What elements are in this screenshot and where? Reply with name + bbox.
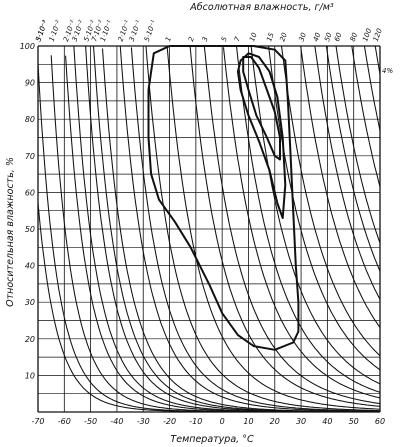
humidity-curve (268, 46, 380, 371)
humidity-curve (250, 46, 380, 385)
y-axis-label: Относительная влажность, % (5, 157, 16, 307)
x-tick-label: 40 (322, 417, 332, 426)
humidity-curve (236, 46, 380, 393)
y-tick-label: 30 (25, 298, 35, 307)
x-tick-label: -50 (84, 417, 97, 426)
outer-contour (147, 45, 300, 351)
humidity-curve (314, 46, 380, 300)
humidity-curve-label: 50 (323, 31, 334, 43)
x-tick-label: 0 (220, 417, 225, 426)
y-tick-label: 90 (25, 79, 35, 88)
humidity-curve (101, 48, 380, 412)
humidity-curve (130, 47, 380, 412)
x-tick-label: -70 (31, 417, 44, 426)
y-tick-label: 60 (25, 188, 35, 197)
x-tick-label: -40 (110, 417, 123, 426)
y-tick-label: 70 (25, 152, 35, 161)
humidity-curve-label: 120 (372, 27, 384, 43)
humidity-curve-label: 20 (278, 31, 289, 43)
x-tick-label: -20 (163, 417, 176, 426)
y-tick-label: 40 (25, 262, 35, 271)
y-tick-label: 10 (25, 371, 35, 380)
humidity-curve-label: 1 (164, 36, 173, 43)
humidity-curve (222, 47, 380, 399)
x-tick-label: -10 (189, 417, 202, 426)
humidity-curve (363, 46, 380, 131)
y-tick-label: 80 (25, 115, 35, 124)
middle-contour (236, 52, 287, 219)
y-tick-label: 50 (25, 225, 35, 234)
humidity-curve-label: 40 (312, 31, 323, 43)
chart-title: Абсолютная влажность, г/м³ (189, 2, 334, 13)
x-tick-label: 20 (270, 417, 280, 426)
humidity-curve (325, 46, 380, 272)
x-tick-label: -30 (137, 417, 150, 426)
humidity-curve-label: 2 (187, 35, 196, 42)
x-tick-label: -60 (58, 417, 71, 426)
humidity-curve-label: 30 (297, 31, 308, 43)
humidity-curve-label: 3 (201, 36, 210, 43)
y-tick-label: 100 (20, 42, 35, 51)
humidity-curve (203, 46, 380, 405)
grid-lines (37, 45, 381, 413)
humidity-curve (145, 46, 380, 412)
contours (147, 45, 300, 351)
humidity-curve (300, 46, 380, 328)
humidity-curve (65, 55, 380, 412)
humidity-curve-label: 10 (248, 31, 259, 43)
y-tick-label: 20 (25, 335, 35, 344)
x-tick-label: 10 (243, 417, 253, 426)
humidity-curve-label: 15 (265, 31, 276, 43)
humidity-curve-label: 5·10⁻¹ (143, 19, 158, 43)
humidity-curve-label: 7 (233, 35, 242, 42)
humidity-curve (189, 46, 380, 407)
x-tick-label: 60 (375, 417, 385, 426)
humidity-curve (351, 46, 380, 188)
humidity-curve (166, 46, 380, 410)
humidity-curve (335, 46, 380, 244)
humidity-curve-label: 5 (220, 35, 229, 42)
corner-label: 4% (382, 67, 393, 75)
humidity-curve (374, 46, 380, 75)
humidity-curve-label: 1·10⁻² (48, 19, 63, 43)
humidity-curve (280, 46, 380, 357)
inner-contour (242, 56, 281, 161)
x-tick-label: 50 (349, 417, 359, 426)
humidity-curve (92, 46, 380, 412)
humidity-curve (38, 63, 380, 412)
humidity-curve (119, 46, 380, 412)
x-tick-label: 30 (296, 417, 306, 426)
absolute-humidity-curves (38, 46, 380, 412)
x-axis-label: Температура, °C (170, 434, 254, 445)
humidity-curve-label: 60 (333, 31, 344, 43)
humidity-curve-label: 80 (349, 31, 360, 43)
